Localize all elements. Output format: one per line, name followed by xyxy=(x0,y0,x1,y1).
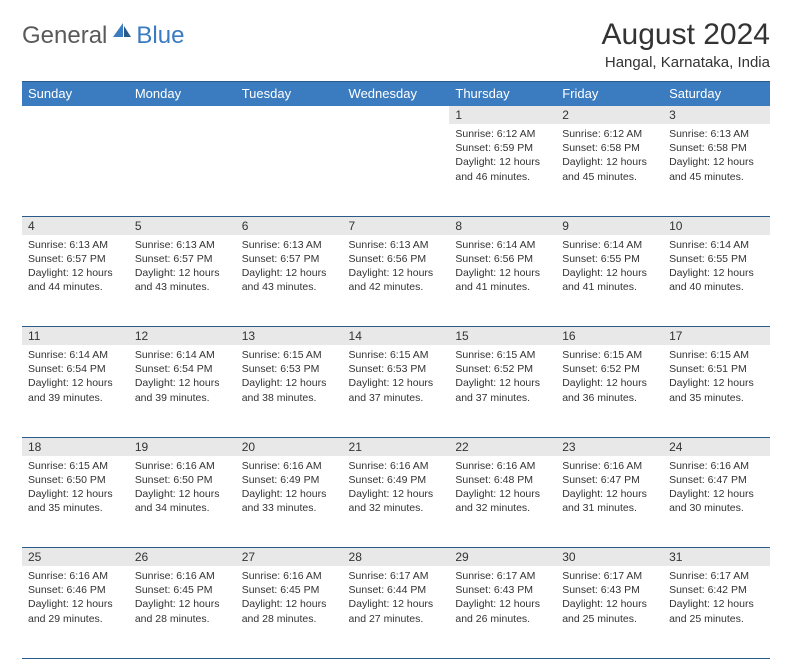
day-content-row: Sunrise: 6:13 AMSunset: 6:57 PMDaylight:… xyxy=(22,235,770,327)
day-cell: Sunrise: 6:14 AMSunset: 6:54 PMDaylight:… xyxy=(22,345,129,437)
title-block: August 2024 Hangal, Karnataka, India xyxy=(602,18,770,71)
day-number: 30 xyxy=(556,548,663,567)
day-cell: Sunrise: 6:16 AMSunset: 6:45 PMDaylight:… xyxy=(129,566,236,658)
day-cell: Sunrise: 6:15 AMSunset: 6:53 PMDaylight:… xyxy=(343,345,450,437)
day-number: 22 xyxy=(449,437,556,456)
month-title: August 2024 xyxy=(602,18,770,52)
day-cell: Sunrise: 6:12 AMSunset: 6:58 PMDaylight:… xyxy=(556,124,663,216)
weekday-header: Wednesday xyxy=(343,82,450,106)
day-cell: Sunrise: 6:14 AMSunset: 6:55 PMDaylight:… xyxy=(556,235,663,327)
day-cell: Sunrise: 6:13 AMSunset: 6:57 PMDaylight:… xyxy=(129,235,236,327)
day-number xyxy=(236,106,343,125)
day-number: 2 xyxy=(556,106,663,125)
day-number: 15 xyxy=(449,327,556,346)
day-cell: Sunrise: 6:17 AMSunset: 6:42 PMDaylight:… xyxy=(663,566,770,658)
day-number-row: 11121314151617 xyxy=(22,327,770,346)
day-number: 26 xyxy=(129,548,236,567)
day-number-row: 123 xyxy=(22,106,770,125)
day-content-row: Sunrise: 6:16 AMSunset: 6:46 PMDaylight:… xyxy=(22,566,770,658)
weekday-header: Tuesday xyxy=(236,82,343,106)
day-number: 17 xyxy=(663,327,770,346)
weekday-header-row: Sunday Monday Tuesday Wednesday Thursday… xyxy=(22,82,770,106)
day-cell: Sunrise: 6:15 AMSunset: 6:52 PMDaylight:… xyxy=(556,345,663,437)
day-cell xyxy=(22,124,129,216)
day-number: 12 xyxy=(129,327,236,346)
logo: General Blue xyxy=(22,22,184,50)
day-number: 28 xyxy=(343,548,450,567)
day-cell: Sunrise: 6:15 AMSunset: 6:53 PMDaylight:… xyxy=(236,345,343,437)
logo-text-blue: Blue xyxy=(136,22,184,50)
day-cell: Sunrise: 6:16 AMSunset: 6:45 PMDaylight:… xyxy=(236,566,343,658)
day-number: 20 xyxy=(236,437,343,456)
weekday-header: Saturday xyxy=(663,82,770,106)
day-content-row: Sunrise: 6:14 AMSunset: 6:54 PMDaylight:… xyxy=(22,345,770,437)
day-cell: Sunrise: 6:13 AMSunset: 6:56 PMDaylight:… xyxy=(343,235,450,327)
day-number: 14 xyxy=(343,327,450,346)
day-cell: Sunrise: 6:14 AMSunset: 6:55 PMDaylight:… xyxy=(663,235,770,327)
day-number: 11 xyxy=(22,327,129,346)
day-number: 23 xyxy=(556,437,663,456)
day-number-row: 45678910 xyxy=(22,216,770,235)
day-number xyxy=(22,106,129,125)
weekday-header: Sunday xyxy=(22,82,129,106)
day-cell: Sunrise: 6:16 AMSunset: 6:47 PMDaylight:… xyxy=(556,456,663,548)
day-cell: Sunrise: 6:15 AMSunset: 6:52 PMDaylight:… xyxy=(449,345,556,437)
day-cell: Sunrise: 6:15 AMSunset: 6:50 PMDaylight:… xyxy=(22,456,129,548)
day-number: 1 xyxy=(449,106,556,125)
weekday-header: Friday xyxy=(556,82,663,106)
logo-text-general: General xyxy=(22,22,107,50)
day-cell: Sunrise: 6:16 AMSunset: 6:47 PMDaylight:… xyxy=(663,456,770,548)
header: General Blue August 2024 Hangal, Karnata… xyxy=(22,18,770,71)
day-number: 29 xyxy=(449,548,556,567)
location: Hangal, Karnataka, India xyxy=(602,54,770,71)
day-cell: Sunrise: 6:14 AMSunset: 6:54 PMDaylight:… xyxy=(129,345,236,437)
day-content-row: Sunrise: 6:12 AMSunset: 6:59 PMDaylight:… xyxy=(22,124,770,216)
day-number: 7 xyxy=(343,216,450,235)
day-cell: Sunrise: 6:16 AMSunset: 6:50 PMDaylight:… xyxy=(129,456,236,548)
day-cell: Sunrise: 6:17 AMSunset: 6:44 PMDaylight:… xyxy=(343,566,450,658)
day-content-row: Sunrise: 6:15 AMSunset: 6:50 PMDaylight:… xyxy=(22,456,770,548)
day-number: 27 xyxy=(236,548,343,567)
day-number: 31 xyxy=(663,548,770,567)
day-cell xyxy=(236,124,343,216)
day-cell: Sunrise: 6:13 AMSunset: 6:57 PMDaylight:… xyxy=(236,235,343,327)
day-cell: Sunrise: 6:16 AMSunset: 6:48 PMDaylight:… xyxy=(449,456,556,548)
day-cell: Sunrise: 6:13 AMSunset: 6:57 PMDaylight:… xyxy=(22,235,129,327)
day-number: 25 xyxy=(22,548,129,567)
day-cell: Sunrise: 6:15 AMSunset: 6:51 PMDaylight:… xyxy=(663,345,770,437)
day-number: 13 xyxy=(236,327,343,346)
calendar-table: Sunday Monday Tuesday Wednesday Thursday… xyxy=(22,81,770,659)
day-number: 8 xyxy=(449,216,556,235)
day-number: 21 xyxy=(343,437,450,456)
day-number: 5 xyxy=(129,216,236,235)
day-cell: Sunrise: 6:17 AMSunset: 6:43 PMDaylight:… xyxy=(449,566,556,658)
day-number: 16 xyxy=(556,327,663,346)
day-cell: Sunrise: 6:16 AMSunset: 6:49 PMDaylight:… xyxy=(343,456,450,548)
day-number: 4 xyxy=(22,216,129,235)
day-cell xyxy=(343,124,450,216)
day-cell: Sunrise: 6:14 AMSunset: 6:56 PMDaylight:… xyxy=(449,235,556,327)
day-cell xyxy=(129,124,236,216)
day-number: 9 xyxy=(556,216,663,235)
day-cell: Sunrise: 6:16 AMSunset: 6:46 PMDaylight:… xyxy=(22,566,129,658)
day-number: 3 xyxy=(663,106,770,125)
day-number: 18 xyxy=(22,437,129,456)
day-number: 24 xyxy=(663,437,770,456)
day-number: 6 xyxy=(236,216,343,235)
logo-sail-icon xyxy=(112,22,132,45)
day-number-row: 25262728293031 xyxy=(22,548,770,567)
day-cell: Sunrise: 6:13 AMSunset: 6:58 PMDaylight:… xyxy=(663,124,770,216)
day-number-row: 18192021222324 xyxy=(22,437,770,456)
day-number: 19 xyxy=(129,437,236,456)
weekday-header: Monday xyxy=(129,82,236,106)
day-cell: Sunrise: 6:16 AMSunset: 6:49 PMDaylight:… xyxy=(236,456,343,548)
weekday-header: Thursday xyxy=(449,82,556,106)
day-number: 10 xyxy=(663,216,770,235)
day-number xyxy=(343,106,450,125)
day-cell: Sunrise: 6:17 AMSunset: 6:43 PMDaylight:… xyxy=(556,566,663,658)
day-cell: Sunrise: 6:12 AMSunset: 6:59 PMDaylight:… xyxy=(449,124,556,216)
day-number xyxy=(129,106,236,125)
